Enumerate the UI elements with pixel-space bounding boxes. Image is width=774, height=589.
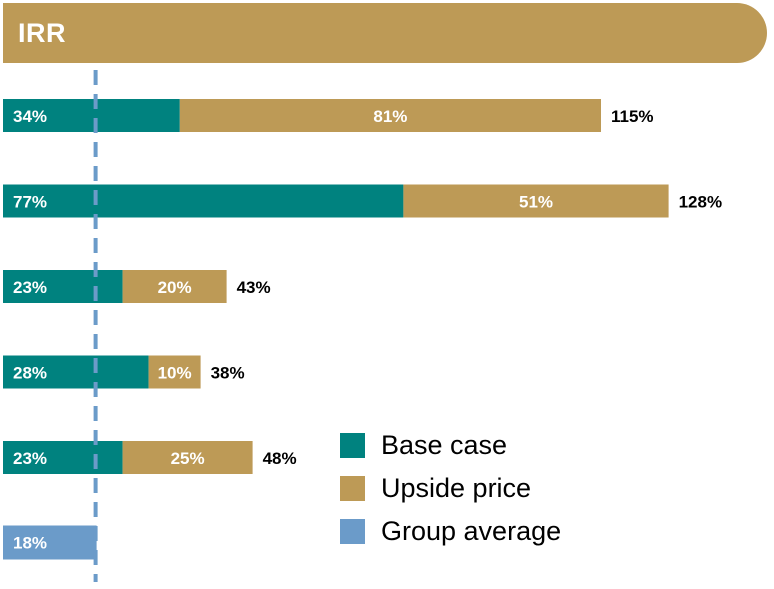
legend-swatch-upside-price (340, 476, 365, 501)
label-total-row-3: 43% (237, 278, 271, 297)
label-base-case-row-4: 28% (13, 364, 47, 383)
bar-base-case-row-2 (3, 184, 404, 218)
label-upside-price-row-4: 10% (158, 364, 192, 383)
label-group-average: 18% (13, 534, 47, 553)
bar-upside-price-row-2 (403, 184, 669, 218)
bar-base-case-row-1 (3, 99, 180, 132)
legend-item-upside-price: Upside price (340, 467, 561, 510)
label-total-row-2: 128% (679, 193, 722, 212)
bar-base-case-row-4 (3, 355, 149, 389)
label-upside-price-row-3: 20% (158, 278, 192, 297)
legend-item-group-average: Group average (340, 510, 561, 553)
chart-legend: Base case Upside price Group average (340, 424, 561, 553)
label-base-case-row-3: 23% (13, 278, 47, 297)
label-base-case-row-1: 34% (13, 107, 47, 126)
label-upside-price-row-5: 25% (171, 449, 205, 468)
label-total-row-5: 48% (263, 449, 297, 468)
irr-header-banner: IRR (3, 3, 767, 63)
bar-upside-price-row-4 (148, 355, 201, 389)
legend-label-group-average: Group average (381, 516, 562, 546)
label-upside-price-row-2: 51% (519, 193, 553, 212)
legend-swatch-group-average (340, 519, 365, 544)
bar-upside-price-row-5 (122, 441, 253, 474)
bar-upside-price-row-1 (179, 99, 602, 132)
label-total-row-1: 115% (611, 107, 654, 126)
bar-group-average (3, 525, 97, 560)
legend-label-upside-price: Upside price (381, 473, 532, 503)
legend-swatch-base-case (340, 433, 365, 458)
legend-label-base-case: Base case (381, 430, 508, 460)
label-base-case-row-2: 77% (13, 193, 47, 212)
bar-base-case-row-5 (3, 441, 123, 474)
bar-base-case-row-3 (3, 270, 123, 303)
label-total-row-4: 38% (211, 364, 245, 383)
bar-upside-price-row-3 (122, 270, 227, 303)
chart-title: IRR (18, 17, 66, 48)
legend-item-base-case: Base case (340, 424, 561, 467)
label-base-case-row-5: 23% (13, 449, 47, 468)
label-upside-price-row-1: 81% (373, 107, 407, 126)
